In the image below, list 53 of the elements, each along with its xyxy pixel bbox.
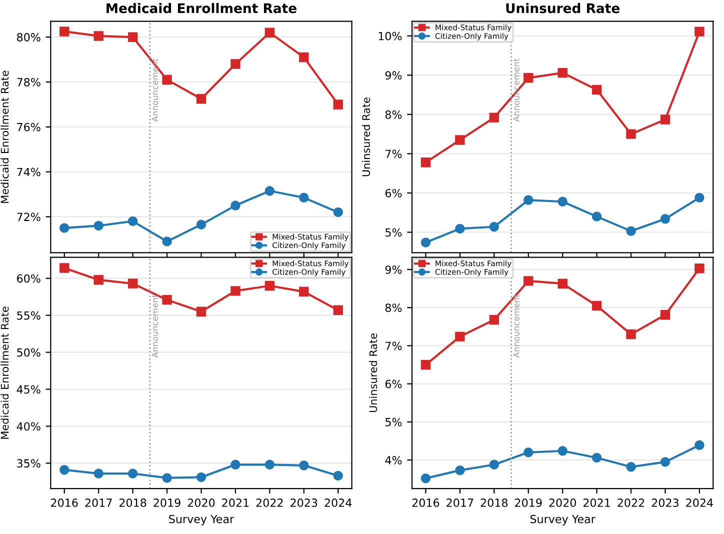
y-tick-label: 9% — [385, 71, 402, 80]
x-tick-label: 2022 — [618, 498, 644, 507]
y-tick-label: 35% — [17, 459, 40, 468]
x-tick-label: 2016 — [51, 498, 78, 507]
x-axis-title: Survey Year — [530, 514, 596, 526]
ref-line-label: Announcement — [513, 58, 520, 122]
y-tick-label: 40% — [16, 422, 40, 431]
ref-line-label: Announcement — [152, 58, 158, 122]
x-tick-label: 2023 — [652, 498, 678, 507]
x-tick-label: 2017 — [446, 498, 474, 507]
y-tick-label: 6% — [385, 188, 402, 198]
x-tick-label: 2021 — [222, 498, 249, 507]
y-axis-title: Medicaid Enrollment Rate — [0, 306, 9, 439]
y-tick-label: 5% — [386, 228, 402, 237]
chart-title: Uninsured Rate — [506, 3, 620, 14]
x-tick-label: 2018 — [119, 498, 146, 507]
x-tick-label: 2017 — [85, 498, 112, 507]
x-tick-label: 2021 — [583, 498, 610, 507]
y-tick-label: 7% — [386, 342, 402, 350]
x-tick-label: 2020 — [188, 498, 215, 507]
y-tick-label: 80% — [17, 33, 40, 42]
x-tick-label: 2016 — [412, 498, 440, 507]
x-axis-title: Survey Year — [169, 514, 234, 526]
x-tick-label: 2022 — [256, 498, 283, 507]
y-tick-label: 4% — [385, 456, 402, 464]
x-tick-label: 2018 — [480, 498, 508, 507]
x-tick-label: 2023 — [290, 498, 318, 507]
y-tick-label: 10% — [378, 32, 402, 40]
y-tick-label: 74% — [17, 168, 40, 176]
y-tick-label: 72% — [17, 212, 40, 222]
y-tick-label: 55% — [17, 311, 40, 320]
x-tick-label: 2019 — [515, 498, 542, 507]
y-tick-label: 9% — [385, 265, 402, 274]
y-tick-label: 76% — [17, 122, 40, 132]
ref-line-label: Announcement — [152, 294, 158, 358]
y-tick-label: 60% — [17, 274, 40, 283]
x-tick-label: 2024 — [324, 498, 352, 507]
chart-title: Medicaid Enrollment Rate — [106, 3, 296, 14]
y-tick-label: 78% — [17, 78, 40, 86]
y-axis-title: Uninsured Rate — [369, 334, 378, 412]
y-axis-title: Medicaid Enrollment Rate — [0, 70, 9, 203]
y-tick-label: 7% — [386, 150, 402, 158]
y-tick-label: 8% — [385, 110, 402, 119]
y-tick-label: 6% — [385, 380, 402, 388]
y-tick-label: 45% — [16, 385, 40, 394]
x-tick-label: 2020 — [549, 498, 576, 507]
x-tick-label: 2019 — [154, 498, 180, 507]
y-tick-label: 8% — [385, 304, 402, 312]
y-tick-label: 5% — [386, 418, 402, 426]
y-tick-label: 50% — [17, 348, 40, 357]
ref-line-label: Announcement — [513, 294, 520, 358]
y-axis-title: Uninsured Rate — [362, 98, 370, 176]
x-tick-label: 2024 — [686, 498, 713, 507]
